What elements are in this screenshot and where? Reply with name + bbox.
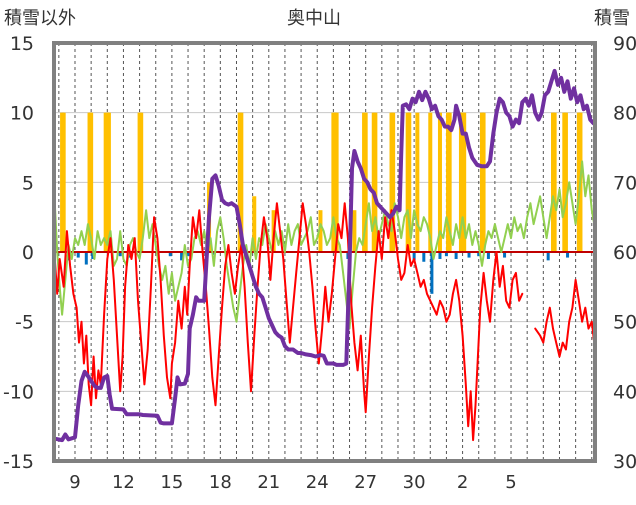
yellow-bar [139, 112, 144, 253]
right-tick-label: 60 [613, 242, 636, 264]
x-tick-label: 15 [160, 472, 183, 493]
yellow-bar [407, 112, 412, 253]
yellow-bar [428, 112, 433, 253]
blue-bar [422, 252, 426, 262]
blue-bar [486, 252, 490, 259]
left-tick-label: 10 [10, 103, 34, 125]
yellow-bar [437, 112, 442, 253]
right-tick-label: 90 [613, 33, 636, 55]
yellow-bar [334, 112, 339, 253]
yellow-bar [89, 112, 94, 253]
blue-bar [444, 252, 448, 257]
left-tick-label: 5 [22, 172, 34, 194]
x-tick-label: 24 [306, 472, 329, 493]
yellow-bar [462, 112, 467, 253]
blue-bar [212, 252, 216, 255]
blue-bar [503, 252, 507, 258]
blue-bar [412, 252, 416, 261]
left-tick-label: -15 [3, 451, 34, 473]
x-tick-label: 9 [69, 472, 80, 493]
blue-bar [566, 252, 570, 258]
x-tick-label: 2 [457, 472, 468, 493]
x-tick-label: 18 [209, 472, 232, 493]
right-tick-label: 30 [613, 451, 636, 473]
yellow-bar [352, 210, 357, 252]
blue-bar [186, 252, 190, 257]
blue-bar [76, 252, 80, 258]
blue-bar [84, 252, 88, 265]
blue-bar [438, 252, 442, 259]
x-tick-label: 12 [112, 472, 135, 493]
yellow-bar [239, 112, 244, 253]
blue-bar [430, 252, 434, 294]
blue-bar [118, 252, 122, 257]
blue-bar [168, 252, 172, 257]
green-series-line [53, 160, 596, 330]
chart-title: 奥中山 [287, 8, 341, 29]
yellow-bar [563, 112, 568, 253]
x-tick-label: 21 [257, 472, 280, 493]
yellow-bar [481, 112, 486, 253]
yellow-bar [318, 210, 323, 252]
left-tick-label: 0 [22, 242, 34, 264]
blue-bar [467, 252, 471, 258]
snow-depth-line [52, 68, 596, 443]
left-tick-label: -10 [3, 381, 34, 403]
left-tick-label: 15 [10, 33, 34, 55]
right-tick-label: 50 [613, 312, 636, 334]
tick-labels-layer: -15 -10 -5 0 5 10 15 30 40 50 60 70 80 90 9 12 15 18 21 24 2… [3, 33, 636, 493]
left-axis-title: 積雪以外 [4, 8, 76, 29]
yellow-bar [252, 196, 257, 252]
x-tick-label: 30 [403, 472, 426, 493]
blue-bar [180, 252, 184, 261]
temperature-2-line [534, 278, 596, 358]
right-tick-label: 70 [613, 172, 636, 194]
plot-frame [52, 41, 597, 463]
yellow-bar [373, 112, 378, 253]
series-lines-layer [52, 68, 596, 443]
temperature-line [53, 202, 524, 442]
yellow-bar [447, 112, 452, 253]
blue-bar [546, 252, 550, 261]
blue-bar [454, 252, 458, 259]
right-tick-label: 80 [613, 103, 636, 125]
blue-bar [477, 252, 481, 257]
left-tick-label: -5 [15, 312, 34, 334]
right-axis-title: 積雪 [594, 8, 630, 29]
yellow-bar [415, 112, 420, 253]
yellow-bar [391, 112, 396, 253]
yellow-bar [106, 112, 111, 253]
yellow-bar [552, 112, 557, 253]
blue-bar [91, 252, 95, 259]
x-tick-label: 5 [505, 472, 516, 493]
x-tick-label: 27 [354, 472, 377, 493]
yellow-bar [61, 112, 66, 253]
right-tick-label: 40 [613, 381, 636, 403]
